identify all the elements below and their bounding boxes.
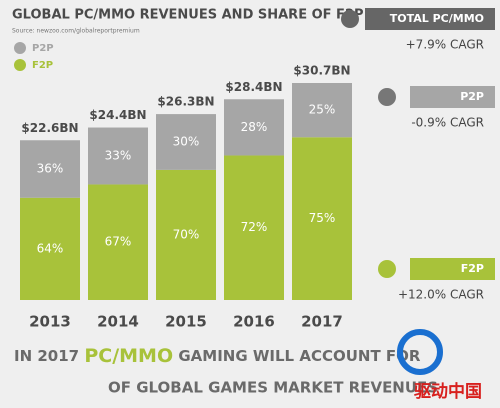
legend-label: P2P (32, 43, 54, 54)
value-label: 28% (241, 120, 268, 134)
panel-box (410, 86, 495, 108)
x-tick-label: 2017 (301, 313, 343, 331)
panel-cagr: +7.9% CAGR (406, 38, 484, 52)
source: Source: newzoo.com/globalreportpremium (12, 28, 140, 35)
x-tick-label: 2015 (165, 313, 207, 331)
panel-icon (341, 10, 359, 28)
chart-title: GLOBAL PC/MMO REVENUES AND SHARE OF F2P (12, 8, 364, 23)
value-label: 70% (173, 227, 200, 241)
footer-text: IN 2017 PC/MMO GAMING WILL ACCOUNT FOR (14, 345, 421, 367)
panel-icon (378, 260, 396, 278)
x-tick-label: 2014 (97, 313, 139, 331)
watermark: 驱动中国 (414, 381, 482, 402)
bar-segment (292, 83, 352, 138)
x-tick-label: 2016 (233, 313, 275, 331)
watermark-logo (397, 329, 443, 375)
bar-segment (88, 127, 148, 185)
panel-title: P2P (460, 90, 484, 103)
footer-highlight: PC/MMO (84, 345, 173, 367)
value-label: 33% (105, 148, 132, 162)
bar-segment (20, 197, 80, 300)
value-label: 64% (37, 241, 64, 255)
panel-icon (378, 88, 396, 106)
panel-cagr: -0.9% CAGR (411, 116, 484, 130)
bar-segment (156, 169, 216, 300)
panel-title: F2P (461, 262, 484, 275)
legend-label: F2P (32, 60, 53, 71)
bar-segment (156, 114, 216, 170)
value-label: 75% (309, 211, 336, 225)
total-label: $28.4BN (225, 80, 282, 94)
total-label: $26.3BN (157, 95, 214, 109)
panel-box (410, 258, 495, 280)
value-label: 30% (173, 134, 200, 148)
value-label: 72% (241, 220, 268, 234)
value-label: 36% (37, 162, 64, 176)
value-label: 67% (105, 235, 132, 249)
panel-cagr: +12.0% CAGR (398, 288, 484, 302)
panel-box (365, 8, 495, 30)
footer-end: GAMING WILL ACCOUNT FOR (178, 347, 421, 365)
x-tick-label: 2013 (29, 313, 71, 331)
bar-segment (292, 137, 352, 300)
total-label: $24.4BN (89, 108, 146, 122)
legend-swatch (14, 59, 26, 71)
bar-segment (224, 99, 284, 156)
value-label: 25% (309, 103, 336, 117)
legend-swatch (14, 42, 26, 54)
panel-title: TOTAL PC/MMO (390, 12, 484, 25)
footer-start: IN 2017 (14, 347, 79, 365)
total-label: $22.6BN (21, 121, 78, 135)
bar-segment (224, 155, 284, 300)
bar-segment (88, 184, 148, 300)
footer-text: OF GLOBAL GAMES MARKET REVENUES (108, 379, 438, 397)
total-label: $30.7BN (293, 64, 350, 78)
bar-segment (20, 140, 80, 198)
